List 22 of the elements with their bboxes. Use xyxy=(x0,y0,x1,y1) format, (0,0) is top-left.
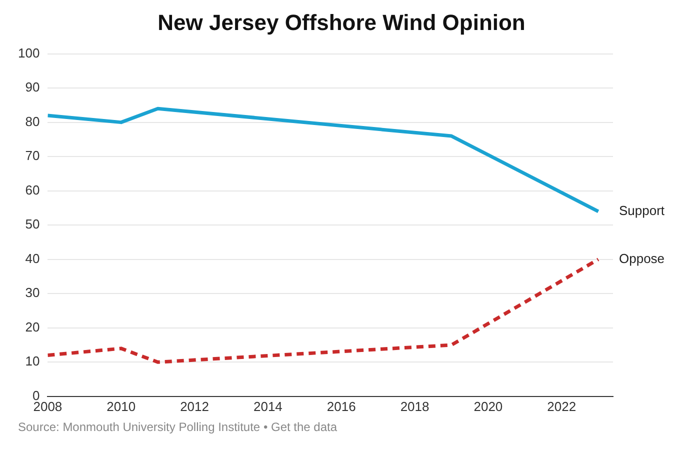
series-label: Oppose xyxy=(619,250,665,266)
y-tick-label: 100 xyxy=(18,45,40,60)
source-note: Source: Monmouth University Polling Institute • Get the data xyxy=(17,420,338,434)
x-tick-label: 2022 xyxy=(547,398,576,414)
y-tick-label: 40 xyxy=(25,250,40,266)
y-tick-label: 20 xyxy=(25,319,40,334)
y-tick-label: 30 xyxy=(25,285,40,300)
line-series xyxy=(48,258,600,364)
y-tick-label: 90 xyxy=(25,80,40,95)
y-tick-label: 50 xyxy=(25,216,40,232)
x-tick-label: 2020 xyxy=(474,398,503,414)
series-label: Support xyxy=(619,202,665,218)
x-tick-label: 2014 xyxy=(253,398,282,414)
y-tick-label: 70 xyxy=(25,148,40,164)
y-tick-label: 80 xyxy=(25,114,40,129)
x-tick-label: 2018 xyxy=(400,398,430,414)
x-tick-label: 2012 xyxy=(180,398,209,414)
chart-title: New Jersey Offshore Wind Opinion xyxy=(156,10,526,37)
y-tick-label: 10 xyxy=(25,354,40,369)
y-tick-label: 60 xyxy=(25,182,40,198)
x-tick-label: 2016 xyxy=(326,398,356,414)
x-tick-label: 2010 xyxy=(106,398,136,414)
